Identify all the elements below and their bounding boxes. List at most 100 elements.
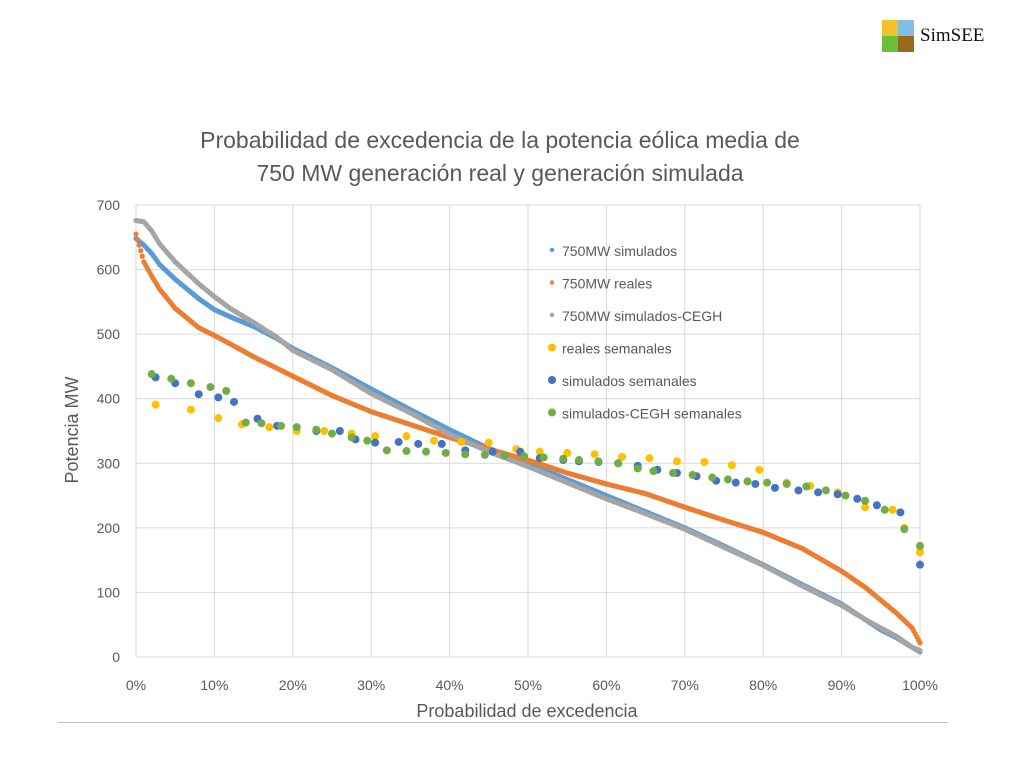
series-3-point — [727, 461, 736, 470]
series-4-point — [916, 560, 924, 569]
series-5-point — [688, 470, 697, 479]
logo-square-yellow — [882, 20, 898, 36]
legend-label: reales semanales — [562, 341, 672, 357]
series-5-point — [900, 525, 909, 534]
series-4-point — [770, 483, 779, 492]
legend-label: 750MW simulados — [562, 243, 677, 259]
series-3-point — [484, 438, 493, 447]
series-1-point — [917, 640, 923, 646]
series-5-point — [186, 379, 195, 388]
legend-marker — [549, 247, 555, 253]
series-2-point — [917, 647, 923, 654]
series-5-point — [222, 386, 231, 395]
legend-label: simulados-CEGH semanales — [562, 406, 742, 422]
series-5-point — [539, 453, 548, 462]
series-5-point — [441, 448, 450, 457]
series-5-point — [167, 374, 176, 383]
series-1-point — [134, 237, 141, 243]
series-5-point — [402, 447, 411, 456]
legend-label: 750MW simulados-CEGH — [562, 308, 722, 324]
series-4-point — [214, 393, 223, 402]
series-4-point — [872, 501, 881, 510]
series-3-point — [265, 423, 274, 432]
legend-label: 750MW reales — [562, 276, 652, 292]
series-1-point — [136, 242, 142, 248]
logo-square-brown — [898, 36, 914, 52]
footer-divider — [58, 722, 948, 723]
y-tick-label: 600 — [97, 262, 121, 278]
series-5-point — [312, 425, 321, 434]
series-3 — [151, 400, 924, 557]
chart-title: Probabilidad de excedencia de la potenci… — [100, 124, 900, 190]
series-5-point — [880, 505, 889, 514]
series-4-point — [853, 494, 862, 503]
legend-marker — [549, 280, 555, 285]
series-5-point — [559, 454, 568, 463]
series-5-point — [614, 459, 623, 468]
series-4-point — [230, 397, 238, 406]
series-5-point — [649, 467, 658, 476]
logo-square-green — [882, 36, 898, 52]
logo-square-blue — [898, 20, 914, 36]
series-5-point — [916, 541, 924, 550]
series-5-point — [257, 419, 266, 428]
series-4-point — [194, 390, 203, 399]
series-3-point — [672, 457, 681, 466]
logo-text: SimSEE — [920, 25, 985, 46]
series-4-point — [814, 488, 823, 497]
series-4-point — [437, 439, 446, 448]
legend: 750MW simulados 750MW reales 750MW simulad… — [548, 243, 742, 422]
series-5-point — [723, 475, 732, 484]
x-tick-label: 20% — [279, 677, 307, 693]
series-1-point — [139, 253, 145, 259]
legend-marker — [548, 408, 556, 417]
series-3-point — [457, 437, 466, 446]
legend-marker — [549, 312, 555, 318]
x-tick-label: 50% — [514, 677, 542, 693]
series-4-point — [794, 486, 803, 495]
y-tick-label: 500 — [97, 326, 121, 342]
logo-squares-icon — [882, 20, 914, 52]
x-axis-label: Probabilidad de excedencia — [416, 701, 638, 721]
simsee-logo: SimSEE — [882, 20, 984, 52]
series-4-point — [488, 447, 497, 456]
series-4-point — [414, 439, 423, 448]
series-5-point — [821, 486, 830, 495]
series-5-point — [422, 447, 431, 456]
series-3-point — [888, 505, 897, 514]
series-5-point — [841, 491, 850, 500]
series-5-point — [328, 429, 336, 438]
series-3-point — [618, 452, 627, 461]
gridlines — [135, 204, 921, 658]
y-tick-label: 300 — [97, 455, 121, 471]
series-3-point — [402, 432, 411, 441]
series-3-point — [563, 448, 572, 457]
series-4-point — [896, 508, 905, 517]
series-5 — [147, 370, 924, 550]
x-tick-label: 100% — [902, 677, 938, 693]
series-3-point — [214, 414, 223, 423]
series-5-point — [594, 457, 603, 466]
series-3-point — [186, 405, 195, 414]
y-tick-label: 200 — [97, 520, 121, 536]
series-3-point — [645, 454, 654, 463]
series-5-point — [861, 496, 870, 505]
series-5-point — [147, 370, 156, 379]
series-4-point — [394, 437, 403, 446]
series-5-point — [763, 478, 772, 487]
series-5-point — [277, 421, 286, 430]
series-3-point — [916, 548, 924, 557]
series-3-point — [755, 465, 764, 474]
series-5-point — [574, 456, 583, 465]
series-1-point — [133, 231, 139, 237]
series-5-point — [708, 473, 717, 482]
y-tick-label: 0 — [112, 649, 120, 665]
series-5-point — [802, 482, 811, 491]
series-3-point — [590, 450, 599, 459]
x-tick-label: 60% — [592, 677, 620, 693]
series-5-point — [241, 418, 250, 427]
x-tick-label: 10% — [200, 677, 228, 693]
series-5-point — [461, 450, 470, 459]
y-axis-label: Potencia MW — [62, 376, 82, 483]
